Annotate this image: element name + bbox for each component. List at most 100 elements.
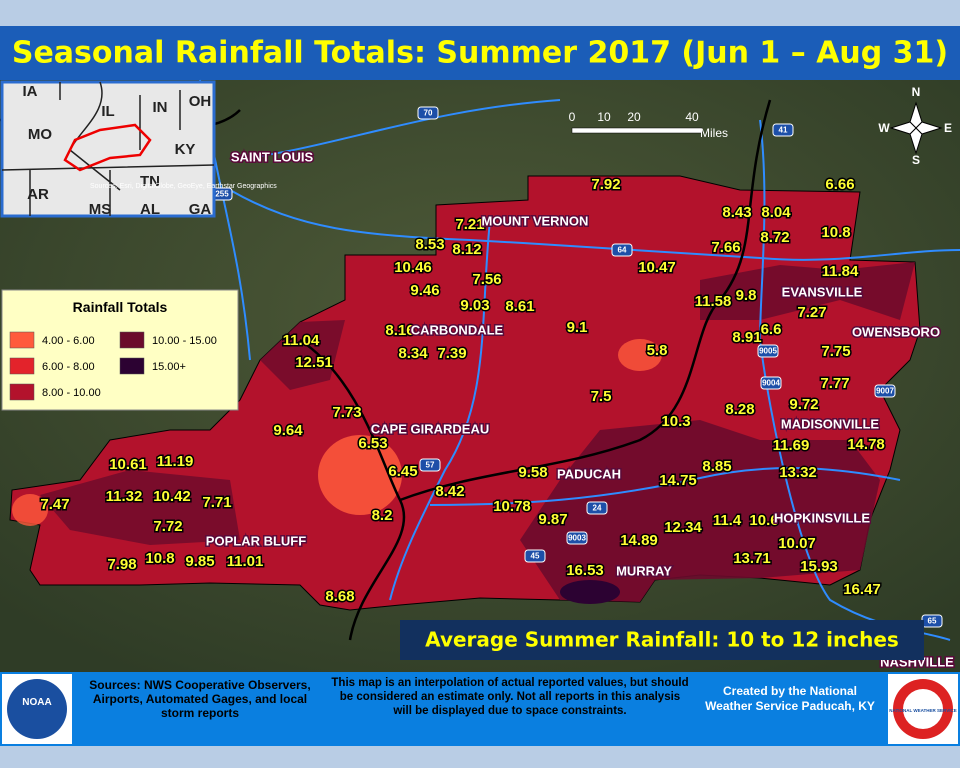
highway-shield [524, 549, 546, 563]
compass: N E S W [878, 85, 952, 167]
inset-state-label: AL [140, 201, 160, 218]
station-value: 9.46 [410, 282, 439, 299]
station-value: 6.66 [825, 176, 854, 193]
compass-label: W [878, 121, 890, 135]
legend-swatch [9, 357, 35, 375]
scale-tick-label: 0 [569, 110, 576, 124]
road [429, 467, 901, 506]
highway-label: 65 [928, 617, 937, 626]
inset-state-label: MO [28, 126, 52, 143]
station-value: 7.77 [820, 375, 849, 392]
station-value: 7.21 [455, 216, 484, 233]
legend-label: 15.00+ [152, 361, 186, 373]
highway-shield [419, 458, 441, 472]
city-label: CARBONDALE [411, 322, 504, 337]
banner-box [400, 620, 924, 660]
station-value: 7.73 [332, 404, 361, 421]
station-value: 8.12 [452, 241, 481, 258]
station-value: 8.91 [732, 329, 761, 346]
station-value: 15.93 [800, 558, 838, 575]
inset-state-label: OH [189, 93, 212, 110]
station-value: 8.68 [325, 588, 354, 605]
highway-label: 24 [593, 504, 602, 513]
station-value: 10.8 [821, 224, 850, 241]
highway-shield [586, 501, 608, 515]
station-value: 9.64 [273, 422, 303, 439]
highway-label: 255 [215, 190, 229, 199]
roads [199, 79, 960, 641]
station-value: 10.8 [145, 550, 174, 567]
city-layer: SAINT LOUIS MOUNT VERNON EVANSVILLE CARBOND… [204, 148, 955, 671]
legend-label: 4.00 - 6.00 [42, 335, 95, 347]
city-label: OWENSBORO [852, 324, 940, 339]
highway-label: 57 [426, 461, 435, 470]
station-value: 7.5 [591, 388, 612, 405]
highway-shield [874, 384, 896, 398]
station-value: 10.47 [638, 259, 676, 276]
inset-labels: IA IL IN OH MO KY AR TN MS AL GA [23, 83, 212, 218]
station-value: 8.28 [725, 401, 754, 418]
title: Seasonal Rainfall Totals: Summer 2017 (J… [12, 36, 948, 71]
station-value: 7.72 [153, 518, 182, 535]
highway-shield [772, 123, 794, 137]
scale-bar-rect [571, 127, 703, 134]
footer-disclaimer-box: This map is an interpolation of actual r… [331, 677, 688, 717]
legend-swatch [9, 383, 35, 401]
station-layer: 7.92 7.21 8.53 8.12 8.43 8.04 6.66 8.72 10.8 7.66… [39, 174, 886, 606]
station-value: 8.16 [385, 322, 414, 339]
scale-unit: Miles [700, 126, 728, 140]
station-value: 8.43 [722, 204, 751, 221]
station-value: 10.46 [394, 259, 432, 276]
station-value: 7.71 [202, 494, 231, 511]
station-value: 10.78 [493, 498, 531, 515]
legend-label: 8.00 - 10.00 [42, 387, 101, 399]
inset-state-label: IA [23, 83, 38, 100]
footer-sources: Sources: NWS Cooperative Observers, Airp… [89, 678, 311, 720]
highway-label: 9004 [762, 379, 780, 388]
banner: Average Summer Rainfall: 10 to 12 inches [425, 628, 899, 652]
station-value: 8.72 [760, 229, 789, 246]
station-value: 11.19 [157, 453, 194, 470]
inset-borders [1, 81, 215, 216]
compass-needle [915, 121, 943, 135]
legend-swatch [9, 331, 35, 349]
station-value: 11.84 [822, 263, 859, 280]
station-value: 7.27 [797, 304, 826, 321]
inset-state-label: KY [175, 141, 196, 158]
station-value: 10.07 [778, 535, 816, 552]
station-value: 7.47 [40, 496, 69, 513]
road [389, 219, 491, 601]
compass-label: S [912, 153, 920, 167]
heavy-rain-area [260, 320, 345, 390]
light-rain-area [12, 494, 48, 526]
highway-layer: 70 64 57 24 41 255 45 9003 9004 9005 9007 65 [211, 106, 943, 628]
nws-logo-inner [903, 689, 943, 729]
station-value: 11.58 [695, 293, 732, 310]
footer-credit-box: Created by the National Weather Service … [705, 684, 875, 713]
inset-map [0, 80, 216, 218]
heavy-rain-area [700, 262, 915, 320]
highway-shield [417, 106, 439, 120]
highway-label: 9005 [759, 347, 777, 356]
station-value: 11.69 [773, 437, 810, 454]
city-label: MURRAY [616, 563, 672, 578]
highway-label: 41 [779, 126, 788, 135]
nws-logo-text: NATIONAL WEATHER SERVICE [889, 708, 956, 713]
highway-label: 70 [424, 109, 433, 118]
heavy-rain-area [40, 470, 240, 545]
footer-bar [0, 672, 960, 746]
legend-box [1, 289, 239, 411]
station-value: 9.87 [538, 511, 567, 528]
legend-swatch [119, 331, 145, 349]
station-value: 11.04 [283, 332, 320, 349]
legend-title: Rainfall Totals [73, 299, 168, 315]
station-value: 16.47 [843, 581, 881, 598]
highway-shield [566, 531, 588, 545]
station-value: 14.75 [659, 472, 697, 489]
inset-state-label: TN [140, 173, 160, 190]
station-value: 7.98 [107, 556, 136, 573]
footer-sources-box: Sources: NWS Cooperative Observers, Airp… [89, 678, 311, 720]
extreme-rain-area [560, 580, 620, 604]
scale-tick-label: 10 [597, 110, 611, 124]
